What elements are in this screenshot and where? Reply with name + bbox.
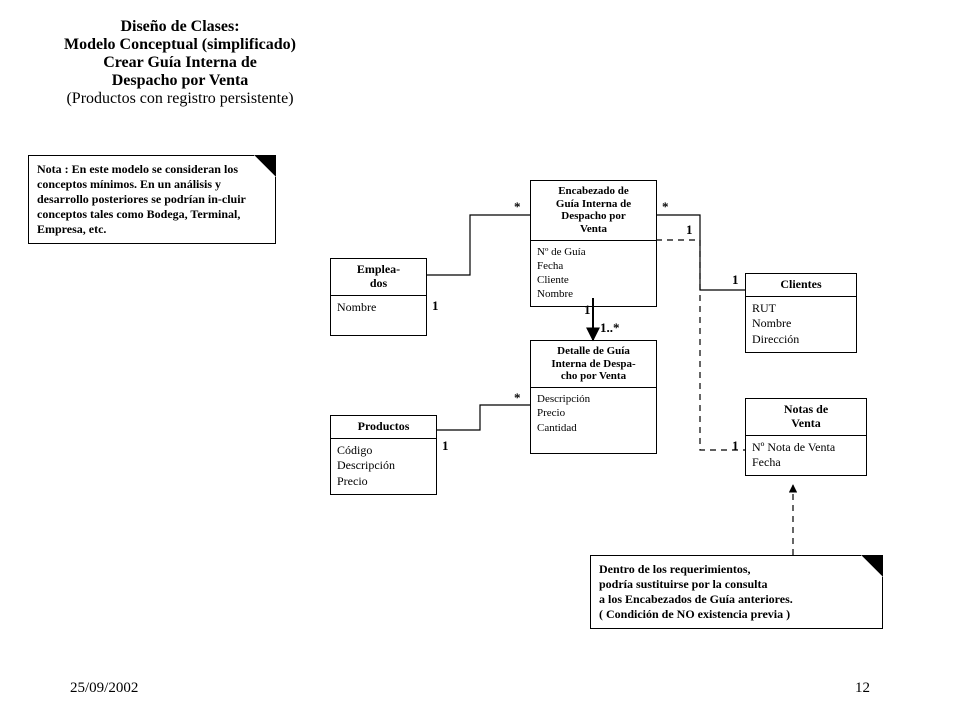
connectors — [0, 0, 960, 720]
